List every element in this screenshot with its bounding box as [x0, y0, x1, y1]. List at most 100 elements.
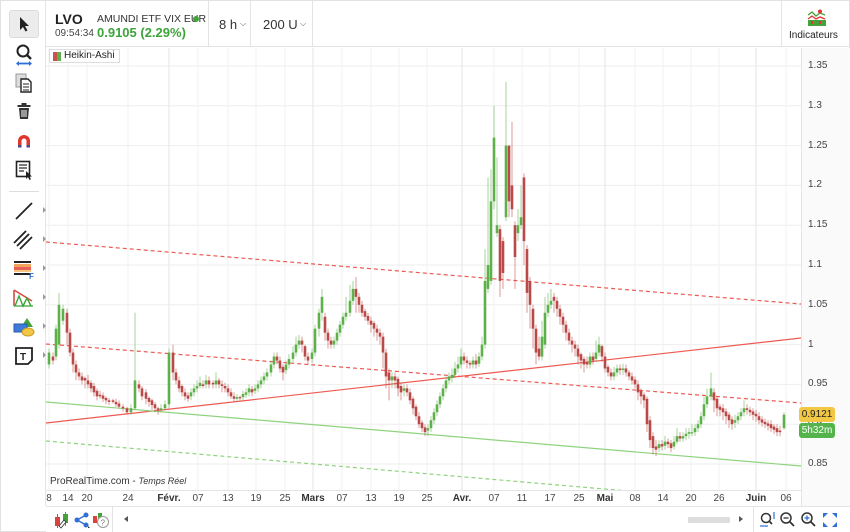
time-axis-month-label: Avr. [452, 493, 472, 504]
scroll-left-arrow-icon[interactable] [124, 516, 128, 522]
bearish-candle [226, 388, 230, 393]
auto-scale-icon[interactable] [759, 511, 777, 529]
bottom-bar-divider [112, 507, 113, 532]
bearish-candle [618, 368, 622, 371]
bearish-candle [281, 366, 285, 373]
toolbar-divider [9, 191, 39, 192]
trading-icon[interactable] [53, 511, 71, 529]
pattern-tool-button[interactable] [9, 284, 46, 312]
bearish-candle [369, 320, 373, 325]
magnet-tool-button[interactable] [9, 127, 39, 155]
zoom-out-icon[interactable] [779, 511, 797, 529]
bullish-candle [348, 300, 352, 313]
fibonacci-tool-button[interactable]: F [9, 255, 46, 283]
horizontal-scrollbar[interactable] [688, 517, 730, 523]
bullish-candle [742, 408, 746, 413]
bearish-candle [627, 372, 631, 377]
bearish-candle [757, 416, 761, 421]
help-icon[interactable]: ? [92, 511, 110, 529]
bearish-candle [534, 328, 538, 353]
bullish-candle [235, 397, 239, 399]
bullish-candle [736, 416, 740, 421]
bearish-candle [462, 356, 466, 361]
price-chart[interactable]: Heikin-Ashi ProRealTime.com - Temps Réel [46, 48, 801, 506]
submenu-arrow-icon [43, 207, 46, 213]
bearish-candle [468, 362, 472, 365]
bullish-candle [432, 412, 436, 421]
line-tool-button[interactable] [9, 197, 46, 225]
text-tool-button[interactable]: T [9, 342, 46, 370]
bullish-candle [699, 416, 703, 425]
zoom-in-icon[interactable] [800, 511, 818, 529]
bullish-candle [483, 280, 487, 345]
bullish-candle [615, 368, 619, 373]
bullish-candle [284, 364, 288, 371]
share-icon[interactable] [73, 511, 91, 529]
time-axis-day-label: 20 [81, 493, 93, 504]
time-axis[interactable]: 8 14 20 24 Févr. 07 13 19 25 Mars 07 13 19 25 Avr. 07 11… [46, 490, 801, 506]
price-axis-label: 0.85 [808, 458, 828, 469]
units-value: 200 U [263, 17, 298, 32]
bearish-candle [381, 336, 385, 353]
bearish-candle [211, 382, 215, 385]
duplicate-documents-icon [15, 73, 32, 93]
bearish-candle [748, 409, 752, 413]
bearish-candle [552, 296, 556, 301]
bullish-candle [672, 441, 676, 447]
bullish-candle [214, 380, 218, 385]
bearish-candle [648, 420, 652, 441]
object-list-tool-button[interactable] [9, 156, 39, 184]
bearish-candle [147, 397, 151, 402]
fullscreen-icon[interactable] [821, 511, 839, 529]
bearish-candle [513, 225, 517, 258]
bullish-candle [486, 265, 490, 289]
bearish-candle [465, 360, 469, 363]
bearish-candle [375, 328, 379, 333]
bullish-candle [262, 376, 266, 381]
bearish-candle [357, 296, 361, 305]
bearish-candle [232, 396, 236, 399]
price-axis-label: 1.15 [808, 219, 828, 231]
bullish-candle [198, 382, 202, 386]
parallel-lines-tool-button[interactable] [9, 226, 46, 254]
scroll-right-arrow-icon[interactable] [739, 516, 743, 522]
bearish-candle [715, 398, 719, 409]
copy-tool-button[interactable] [9, 69, 39, 97]
time-axis-day-label: 24 [122, 493, 134, 504]
bearish-candle [585, 362, 589, 365]
price-axis-label: 1.05 [808, 298, 828, 310]
bearish-candle [420, 422, 424, 429]
bearish-candle [642, 394, 646, 401]
bearish-candle [414, 406, 418, 417]
bullish-candle [317, 312, 321, 329]
last-price-change: 0.9105 (2.29%) [97, 25, 186, 40]
lower-resistance-trendline[interactable] [46, 343, 801, 404]
bullish-candle [247, 388, 251, 393]
zoom-tool-button[interactable] [9, 41, 39, 69]
delete-tool-button[interactable] [9, 97, 39, 125]
units-dropdown[interactable]: 200 U ⌵ [251, 1, 313, 47]
bearish-candle [140, 388, 144, 397]
indicators-button[interactable]: Indicateurs [781, 1, 850, 47]
bullish-candle [690, 432, 694, 434]
instrument-info[interactable]: LVO AMUNDI ETF VIX EUR 09:54:34 0.9105 (… [46, 1, 209, 47]
pointer-tool-button[interactable] [9, 10, 39, 38]
chart-style-tag[interactable]: Heikin-Ashi [49, 49, 120, 63]
candlestick-plot[interactable] [46, 48, 801, 490]
time-axis-day-label: 07 [192, 493, 204, 504]
lower-support-trendline[interactable] [46, 440, 651, 490]
interval-dropdown[interactable]: 8 h ⌵ [209, 1, 251, 47]
shapes-tool-button[interactable] [9, 313, 46, 341]
bullish-candle [549, 300, 553, 305]
bearish-candle [600, 346, 604, 357]
bearish-candle [278, 360, 282, 369]
bearish-candle [156, 408, 160, 410]
rising-trendline[interactable] [46, 337, 801, 424]
bullish-candle [471, 360, 475, 365]
time-axis-day-label: 26 [713, 493, 725, 504]
bearish-candle [220, 384, 224, 386]
upper-resistance-trendline[interactable] [46, 241, 801, 305]
time-axis-day-label: 20 [685, 493, 697, 504]
support-trendline[interactable] [46, 401, 801, 467]
